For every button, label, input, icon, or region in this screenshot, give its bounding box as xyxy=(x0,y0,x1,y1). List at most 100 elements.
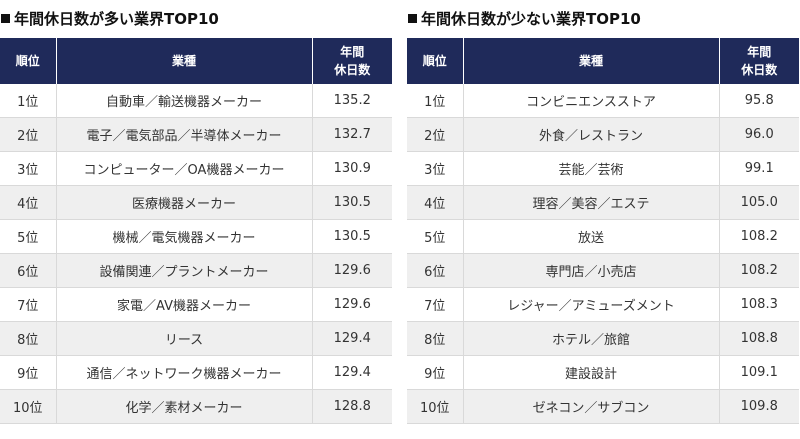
most-holidays-panel: 年間休日数が多い業界TOP10 順位 業種 年間 休日数 1位 自動車／輸送機器メー… xyxy=(0,0,392,424)
fewest-holidays-panel: 年間休日数が少ない業界TOP10 順位 業種 年間休日数 1位 コンビニエンススト… xyxy=(407,0,799,424)
rank-cell: 5位 xyxy=(0,219,57,254)
holiday-days-cell: 129.4 xyxy=(312,355,392,390)
industry-cell: 医療機器メーカー xyxy=(56,185,313,220)
holiday-days-cell: 108.2 xyxy=(719,253,799,288)
rank-cell: 7位 xyxy=(0,287,57,322)
rank-cell: 2位 xyxy=(0,117,57,152)
panel-title-text: 年間休日数が多い業界TOP10 xyxy=(14,10,219,28)
header-rank: 順位 xyxy=(0,38,57,84)
header-days-line2: 休日数 xyxy=(741,63,778,77)
table-row: 1位 コンビニエンスストア 95.8 xyxy=(407,84,799,118)
holiday-days-cell: 108.3 xyxy=(719,287,799,322)
rank-cell: 10位 xyxy=(0,389,57,424)
industry-cell: 設備関連／プラントメーカー xyxy=(56,253,313,288)
header-days: 年間 休日数 xyxy=(719,38,799,84)
header-rank: 順位 xyxy=(407,38,464,84)
holiday-days-cell: 130.9 xyxy=(312,151,392,186)
rank-cell: 6位 xyxy=(0,253,57,288)
industry-cell: 通信／ネットワーク機器メーカー xyxy=(56,355,313,390)
holiday-days-cell: 108.8 xyxy=(719,321,799,356)
rank-cell: 2位 xyxy=(407,117,464,152)
industry-cell: 放送 xyxy=(463,219,720,254)
table-row: 2位 電子／電気部品／半導体メーカー 132.7 xyxy=(0,117,392,152)
holiday-days-cell: 132.7 xyxy=(312,117,392,152)
holiday-days-cell: 108.2 xyxy=(719,219,799,254)
holiday-days-cell: 129.6 xyxy=(312,287,392,322)
industry-cell: リース xyxy=(56,321,313,356)
table-row: 5位 機械／電気機器メーカー 130.5 xyxy=(0,219,392,254)
panel-title: 年間休日数が少ない業界TOP10 xyxy=(407,0,799,38)
industry-cell: 建設設計 xyxy=(463,355,720,390)
header-days: 年間 休日数 xyxy=(312,38,392,84)
industry-cell: 自動車／輸送機器メーカー xyxy=(56,84,313,118)
header-days-line1: 年間 xyxy=(747,45,772,59)
industry-cell: 専門店／小売店 xyxy=(463,253,720,288)
industry-cell: 芸能／芸術 xyxy=(463,151,720,186)
table-row: 10位 ゼネコン／サブコン 109.8 xyxy=(407,389,799,424)
table-row: 10位 化学／素材メーカー 128.8 xyxy=(0,389,392,424)
table-row: 8位 リース 129.4 xyxy=(0,321,392,356)
rank-cell: 3位 xyxy=(0,151,57,186)
square-bullet-icon xyxy=(408,14,417,23)
rank-cell: 5位 xyxy=(407,219,464,254)
header-industry: 業種 xyxy=(463,38,720,84)
holiday-days-cell: 130.5 xyxy=(312,185,392,220)
holiday-days-cell: 129.6 xyxy=(312,253,392,288)
rank-cell: 1位 xyxy=(0,84,57,118)
industry-cell: 外食／レストラン xyxy=(463,117,720,152)
industry-cell: 家電／AV機器メーカー xyxy=(56,287,313,322)
rank-cell: 1位 xyxy=(407,84,464,118)
header-days-line1: 年間 xyxy=(340,45,365,59)
holiday-days-cell: 135.2 xyxy=(312,84,392,118)
table-row: 3位 コンピューター／OA機器メーカー 130.9 xyxy=(0,151,392,186)
industry-cell: レジャー／アミューズメント xyxy=(463,287,720,322)
table-row: 8位 ホテル／旅館 108.8 xyxy=(407,321,799,356)
holiday-days-cell: 105.0 xyxy=(719,185,799,220)
holiday-days-cell: 96.0 xyxy=(719,117,799,152)
holiday-days-cell: 128.8 xyxy=(312,389,392,424)
table-row: 4位 医療機器メーカー 130.5 xyxy=(0,185,392,220)
table-row: 1位 自動車／輸送機器メーカー 135.2 xyxy=(0,84,392,118)
square-bullet-icon xyxy=(1,14,10,23)
rank-cell: 8位 xyxy=(0,321,57,356)
industry-cell: コンピューター／OA機器メーカー xyxy=(56,151,313,186)
holiday-days-cell: 130.5 xyxy=(312,219,392,254)
table-row: 4位 理容／美容／エステ 105.0 xyxy=(407,185,799,220)
table-row: 7位 家電／AV機器メーカー 129.6 xyxy=(0,287,392,322)
industry-cell: 機械／電気機器メーカー xyxy=(56,219,313,254)
industry-cell: 電子／電気部品／半導体メーカー xyxy=(56,117,313,152)
rank-cell: 7位 xyxy=(407,287,464,322)
industry-cell: コンビニエンスストア xyxy=(463,84,720,118)
table-row: 9位 通信／ネットワーク機器メーカー 129.4 xyxy=(0,355,392,390)
rank-cell: 9位 xyxy=(407,355,464,390)
industry-cell: 理容／美容／エステ xyxy=(463,185,720,220)
holiday-days-cell: 129.4 xyxy=(312,321,392,356)
table-row: 3位 芸能／芸術 99.1 xyxy=(407,151,799,186)
industry-cell: ホテル／旅館 xyxy=(463,321,720,356)
holiday-days-cell: 95.8 xyxy=(719,84,799,118)
rank-cell: 6位 xyxy=(407,253,464,288)
header-days-line2: 休日数 xyxy=(334,63,371,77)
rank-cell: 4位 xyxy=(0,185,57,220)
rank-cell: 10位 xyxy=(407,389,464,424)
table-row: 7位 レジャー／アミューズメント 108.3 xyxy=(407,287,799,322)
rank-cell: 9位 xyxy=(0,355,57,390)
rank-cell: 4位 xyxy=(407,185,464,220)
table-body: 1位 コンビニエンスストア 95.8 2位 外食／レストラン 96.0 3位 芸能／芸術 99.… xyxy=(407,84,799,424)
ranking-table: 順位 業種 年間 休日数 1位 コンビニエンスストア 95.8 2位 外食／レストラン 96… xyxy=(407,38,799,424)
table-header-row: 順位 業種 年間休日数 xyxy=(407,38,799,84)
holiday-days-cell: 109.8 xyxy=(719,389,799,424)
rank-cell: 3位 xyxy=(407,151,464,186)
table-body: 1位 自動車／輸送機器メーカー 135.2 2位 電子／電気部品／半導体メーカー 132.… xyxy=(0,84,392,424)
industry-cell: ゼネコン／サブコン xyxy=(463,389,720,424)
table-row: 6位 設備関連／プラントメーカー 129.6 xyxy=(0,253,392,288)
rank-cell: 8位 xyxy=(407,321,464,356)
table-row: 9位 建設設計 109.1 xyxy=(407,355,799,390)
panel-title: 年間休日数が多い業界TOP10 xyxy=(0,0,392,38)
table-row: 5位 放送 108.2 xyxy=(407,219,799,254)
table-row: 6位 専門店／小売店 108.2 xyxy=(407,253,799,288)
table-row: 2位 外食／レストラン 96.0 xyxy=(407,117,799,152)
holiday-days-cell: 109.1 xyxy=(719,355,799,390)
holiday-days-cell: 99.1 xyxy=(719,151,799,186)
ranking-table: 順位 業種 年間 休日数 1位 自動車／輸送機器メーカー 135.2 2位 電子／電気部品… xyxy=(0,38,392,424)
